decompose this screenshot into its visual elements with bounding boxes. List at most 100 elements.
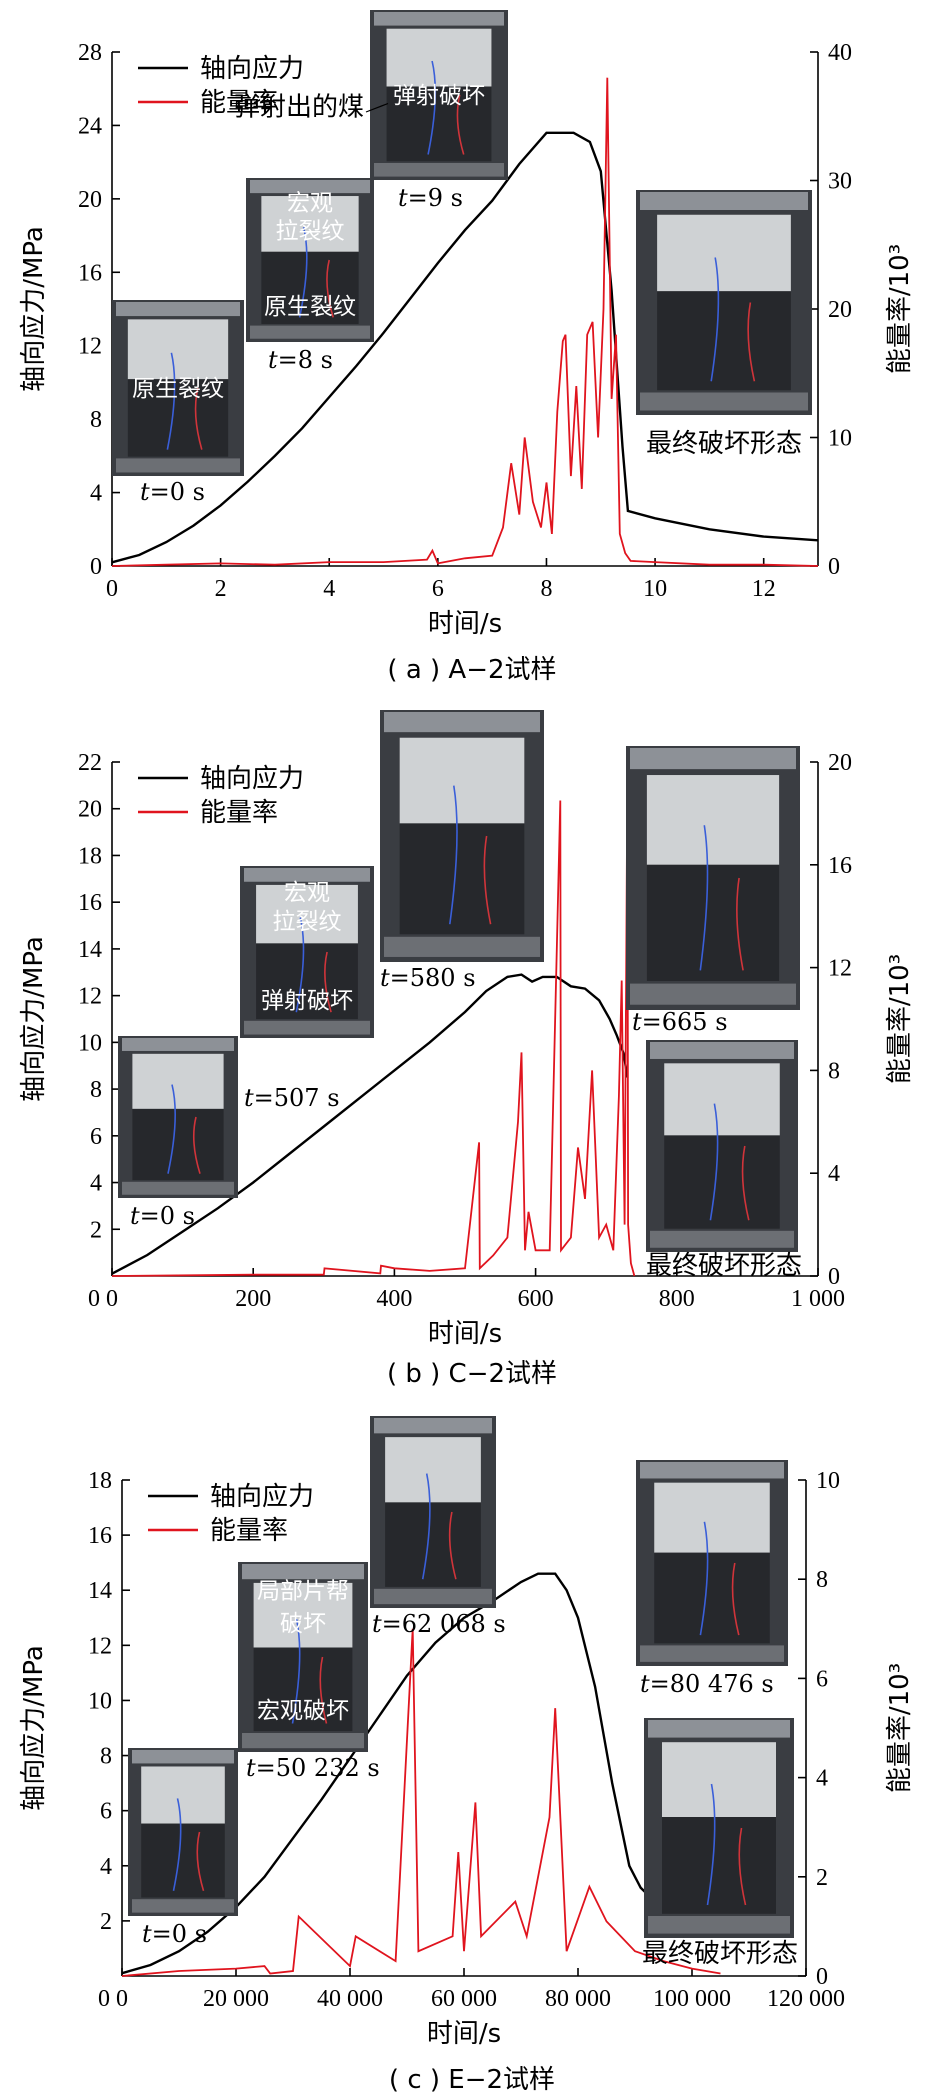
y-tick-label: 2 (100, 1909, 112, 1935)
loading-plate-bottom (630, 983, 796, 1005)
photo-time-label: t=0 s (142, 1920, 207, 1948)
y-tick-label: 2 (90, 1217, 102, 1243)
crack-trace (456, 94, 465, 155)
y2-tick-label: 40 (828, 40, 852, 66)
photo-overlay-text: 弹射破坏 (261, 988, 353, 1014)
loading-plate-bottom (640, 392, 808, 411)
photo-time-label: t=0 s (140, 478, 205, 506)
x-tick-label: 10 (643, 576, 667, 602)
y-tick-label: 18 (88, 1468, 112, 1494)
crack-trace (192, 1116, 201, 1174)
loading-plate-top (242, 1564, 364, 1580)
loading-plate-bottom (242, 1733, 364, 1749)
final-failure-label: 最终破坏形态 (646, 1251, 802, 1281)
y2-tick-label: 10 (816, 1468, 840, 1494)
crack-trace (172, 1798, 182, 1891)
loading-plate-top (650, 1042, 794, 1059)
legend-stress-label: 轴向应力 (200, 764, 304, 794)
specimen-coal-body (127, 379, 229, 457)
loading-plate-top (244, 868, 370, 882)
y-tick-label: 22 (78, 750, 102, 776)
specimen-photo-0: 原生裂纹 t=0 s (112, 300, 244, 506)
y-tick-label: 6 (90, 1124, 102, 1150)
y2-axis-label: 能量率/10³ (885, 954, 915, 1084)
specimen-coal-body (386, 86, 492, 162)
crack-trace (449, 785, 458, 925)
panel-caption: ( c ) E−2试样 (389, 2065, 555, 2095)
photo-overlay-text: 破坏 (280, 1611, 326, 1637)
photo-time-label: t=8 s (268, 346, 333, 374)
y2-tick-label: 0 (828, 1264, 840, 1290)
y2-axis-label: 能量率/10³ (885, 244, 915, 374)
legend-energy-label: 能量率 (200, 798, 278, 828)
crack-trace (699, 825, 709, 971)
specimen-photo-9: t=0 s (128, 1748, 238, 1948)
specimen-cap (141, 1766, 225, 1824)
axial-stress-line (111, 131, 819, 564)
y-tick-label: 12 (78, 334, 102, 360)
x-tick-label: 4 (323, 576, 335, 602)
y-tick-label: 0 (98, 1986, 110, 2012)
crack-trace (295, 917, 305, 1013)
specimen-coal-body (132, 1108, 224, 1181)
specimen-coal-body (253, 1647, 353, 1732)
specimen-cap (646, 775, 780, 865)
panel-caption: ( b ) C−2试样 (387, 1359, 557, 1389)
y-tick-label: 18 (78, 843, 102, 869)
loading-plate-top (630, 748, 796, 770)
photo-overlay-text: 宏观破坏 (257, 1698, 349, 1724)
crack-trace (167, 1084, 176, 1174)
specimen-photo-4: t=0 s (118, 1036, 238, 1230)
y2-tick-label: 10 (828, 426, 852, 452)
crack-trace (326, 259, 334, 318)
loading-plate-top (384, 712, 540, 733)
specimen-cap (664, 1063, 780, 1136)
photo-time-label: t=9 s (398, 184, 463, 212)
y2-tick-label: 4 (816, 1766, 828, 1792)
x-axis-label: 时间/s (427, 2019, 501, 2049)
chart-panel-0: 0 2 4 6 8 10 120481216202428010203040时间/s轴向应力/… (19, 40, 915, 685)
final-failure-label: 最终破坏形态 (642, 1939, 798, 1969)
specimen-cap (127, 319, 229, 380)
x-tick-label: 200 (235, 1286, 271, 1312)
crack-trace (738, 1827, 747, 1906)
loading-plate-bottom (122, 1181, 234, 1195)
crack-trace (324, 951, 332, 1013)
loading-plate-bottom (374, 1588, 492, 1605)
crack-trace (731, 1562, 740, 1636)
photo-overlay-text: 宏观 (287, 191, 333, 217)
y-tick-label: 6 (100, 1799, 112, 1825)
photo-overlay-text: 原生裂纹 (264, 294, 356, 320)
crack-trace (741, 1145, 750, 1221)
crack-trace (736, 877, 744, 971)
photo-time-label: t=62 068 s (372, 1610, 506, 1638)
specimen-photo-2: 弹射破坏 t=9 s 弹射出的煤 (234, 10, 508, 212)
photo-overlay-text: 局部片帮 (257, 1579, 349, 1605)
loading-plate-top (116, 302, 240, 317)
crack-trace (421, 1473, 431, 1580)
loading-plate-bottom (648, 1916, 790, 1934)
y-tick-label: 20 (78, 797, 102, 823)
energy-rate-line (111, 774, 636, 1277)
photo-time-label: t=80 476 s (640, 1670, 774, 1698)
photo-overlay-text: 拉裂纹 (273, 909, 342, 935)
photo-overlay-text: 宏观 (284, 880, 330, 906)
photo-time-label: t=665 s (632, 1008, 728, 1036)
y-axis-label: 轴向应力/MPa (19, 936, 49, 1102)
y-tick-label: 8 (100, 1744, 112, 1770)
x-tick-label: 40 000 (317, 1986, 383, 2012)
y-tick-label: 4 (90, 1171, 102, 1197)
loading-plate-top (132, 1750, 234, 1764)
y2-tick-label: 2 (816, 1865, 828, 1891)
specimen-coal-body (657, 291, 791, 391)
y2-tick-label: 0 (828, 554, 840, 580)
specimen-cap (399, 737, 525, 824)
x-tick-label: 20 000 (203, 1986, 269, 2012)
crack-trace (710, 257, 720, 382)
crack-trace (194, 387, 203, 450)
loading-plate-top (648, 1720, 790, 1738)
x-tick-label: 600 (518, 1286, 554, 1312)
y2-tick-label: 30 (828, 169, 852, 195)
